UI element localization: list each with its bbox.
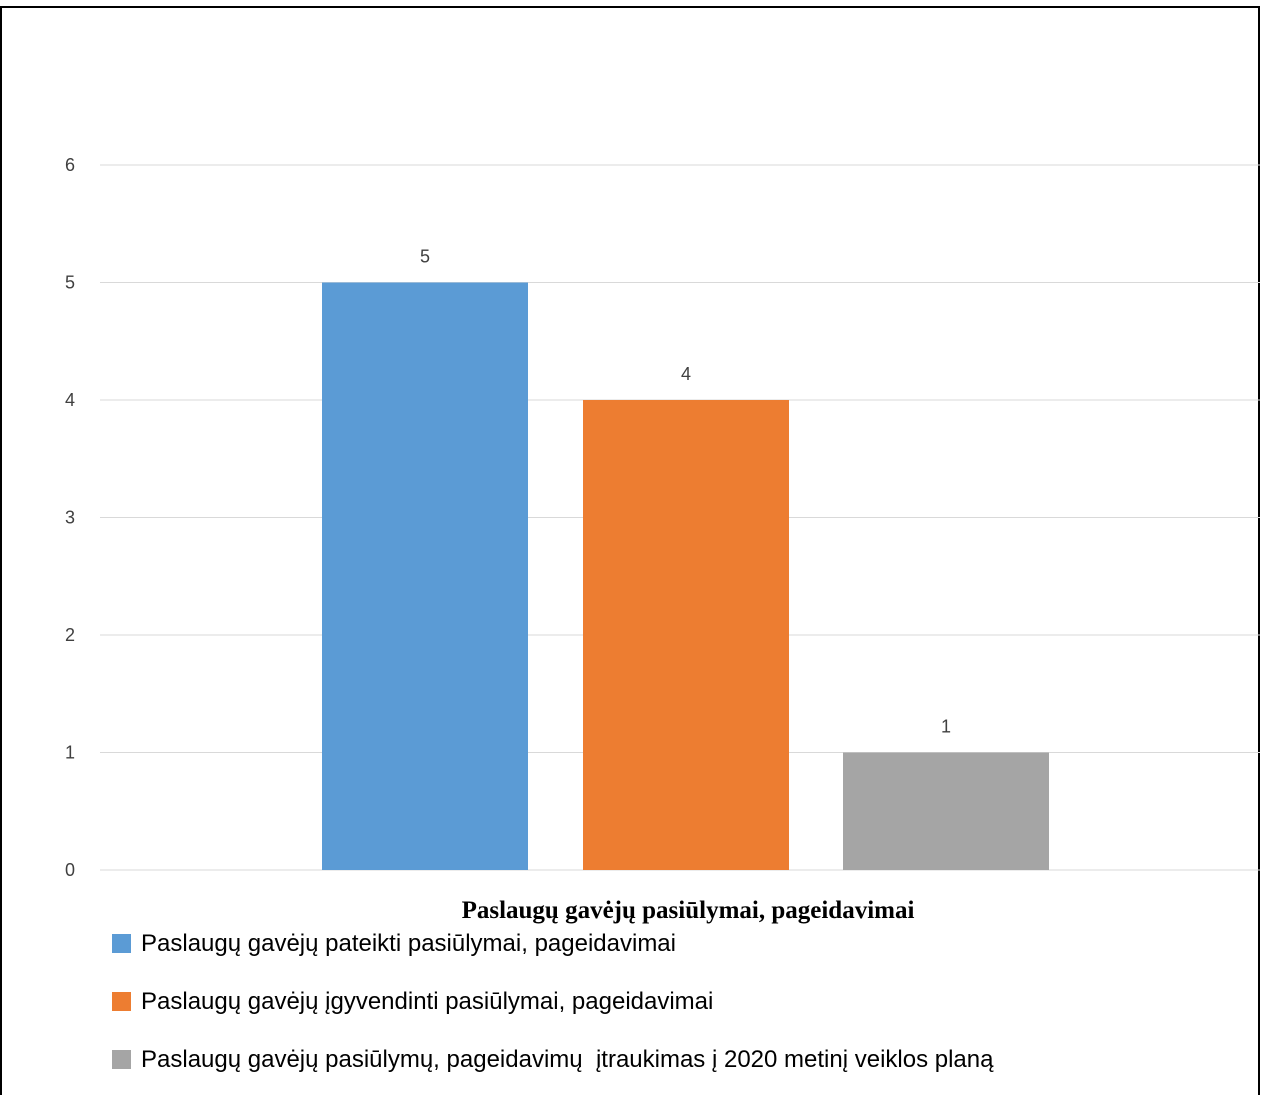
bars	[322, 282, 1049, 870]
bar-series-2	[583, 400, 789, 870]
y-tick-label-1: 1	[65, 743, 75, 763]
y-tick-label-4: 4	[65, 390, 75, 410]
data-label-series-2: 4	[681, 364, 691, 384]
y-tick-label-0: 0	[65, 860, 75, 880]
chart-frame: 0 1 2 3 4 5 6 5 4 1 Paslaugų gavėjų pasiūlymai, …	[0, 6, 1260, 1095]
legend-swatch-3	[112, 1050, 131, 1069]
legend: Paslaugų gavėjų pateikti pasiūlymai, pag…	[112, 930, 994, 1073]
data-label-series-1: 5	[420, 247, 430, 267]
bar-series-3	[843, 752, 1049, 870]
y-axis-ticks: 0 1 2 3 4 5 6	[65, 155, 75, 880]
legend-label-3: Paslaugų gavėjų pasiūlymų, pageidavimų į…	[141, 1046, 994, 1073]
data-labels: 5 4 1	[420, 247, 951, 737]
legend-swatch-2	[112, 992, 131, 1011]
y-tick-label-6: 6	[65, 155, 75, 175]
y-tick-label-2: 2	[65, 625, 75, 645]
legend-label-2: Paslaugų gavėjų įgyvendinti pasiūlymai, …	[141, 988, 713, 1015]
y-tick-label-3: 3	[65, 508, 75, 528]
category-label: Paslaugų gavėjų pasiūlymai, pageidavimai	[462, 897, 915, 924]
bar-chart: 0 1 2 3 4 5 6 5 4 1 Paslaugų gavėjų pasiūlymai, …	[65, 155, 1260, 1073]
data-label-series-3: 1	[941, 717, 951, 737]
y-tick-label-5: 5	[65, 273, 75, 293]
legend-swatch-1	[112, 934, 131, 953]
bar-series-1	[322, 282, 528, 870]
legend-label-1: Paslaugų gavėjų pateikti pasiūlymai, pag…	[141, 930, 676, 957]
